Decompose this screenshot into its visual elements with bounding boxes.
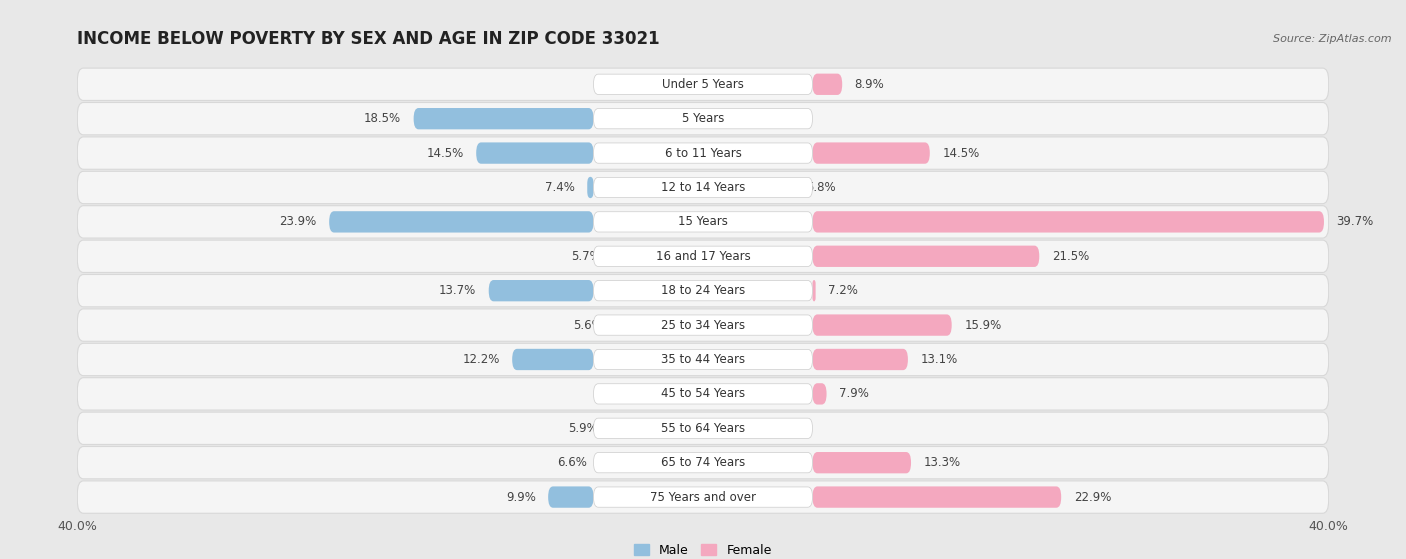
Text: 9.9%: 9.9% [506,491,536,504]
Text: 5.6%: 5.6% [574,319,603,331]
Text: 6.6%: 6.6% [557,456,588,469]
FancyBboxPatch shape [593,315,813,335]
Text: 12.2%: 12.2% [463,353,499,366]
Text: 5.9%: 5.9% [568,422,598,435]
Text: 75 Years and over: 75 Years and over [650,491,756,504]
FancyBboxPatch shape [593,418,813,438]
FancyBboxPatch shape [813,486,1062,508]
FancyBboxPatch shape [593,246,813,267]
FancyBboxPatch shape [813,211,1324,233]
Text: 7.2%: 7.2% [828,284,858,297]
Text: 25 to 34 Years: 25 to 34 Years [661,319,745,331]
FancyBboxPatch shape [593,487,813,507]
FancyBboxPatch shape [77,68,1329,101]
FancyBboxPatch shape [593,349,813,369]
Text: 55 to 64 Years: 55 to 64 Years [661,422,745,435]
Text: Under 5 Years: Under 5 Years [662,78,744,91]
FancyBboxPatch shape [512,349,593,370]
Text: 15.9%: 15.9% [965,319,1001,331]
FancyBboxPatch shape [593,177,813,198]
FancyBboxPatch shape [593,212,813,232]
Text: 5.7%: 5.7% [572,250,602,263]
FancyBboxPatch shape [77,309,1329,341]
Text: 8.9%: 8.9% [855,78,884,91]
FancyBboxPatch shape [548,486,593,508]
FancyBboxPatch shape [813,74,842,95]
FancyBboxPatch shape [593,108,813,129]
Text: INCOME BELOW POVERTY BY SEX AND AGE IN ZIP CODE 33021: INCOME BELOW POVERTY BY SEX AND AGE IN Z… [77,30,659,48]
FancyBboxPatch shape [77,481,1329,513]
FancyBboxPatch shape [813,383,827,405]
Text: 45 to 54 Years: 45 to 54 Years [661,387,745,400]
Text: Source: ZipAtlas.com: Source: ZipAtlas.com [1274,34,1392,44]
FancyBboxPatch shape [77,240,1329,272]
Text: 4.1%: 4.1% [596,387,626,400]
Text: 18.5%: 18.5% [364,112,401,125]
FancyBboxPatch shape [77,206,1329,238]
Text: 7.4%: 7.4% [546,181,575,194]
Text: 16 and 17 Years: 16 and 17 Years [655,250,751,263]
FancyBboxPatch shape [588,177,593,198]
FancyBboxPatch shape [813,452,911,473]
Text: 23.9%: 23.9% [280,215,316,229]
Legend: Male, Female: Male, Female [630,539,776,559]
FancyBboxPatch shape [813,349,908,370]
Text: 6 to 11 Years: 6 to 11 Years [665,146,741,159]
FancyBboxPatch shape [77,137,1329,169]
FancyBboxPatch shape [593,453,813,473]
FancyBboxPatch shape [477,143,593,164]
Text: 14.5%: 14.5% [942,146,980,159]
Text: 5.8%: 5.8% [806,181,835,194]
Text: 15 Years: 15 Years [678,215,728,229]
FancyBboxPatch shape [329,211,593,233]
Text: 22.9%: 22.9% [1074,491,1111,504]
Text: 5 Years: 5 Years [682,112,724,125]
FancyBboxPatch shape [77,171,1329,203]
FancyBboxPatch shape [593,281,813,301]
FancyBboxPatch shape [77,102,1329,135]
FancyBboxPatch shape [593,74,813,94]
FancyBboxPatch shape [813,245,1039,267]
Text: 13.1%: 13.1% [921,353,957,366]
FancyBboxPatch shape [813,143,929,164]
FancyBboxPatch shape [593,383,813,404]
Text: 7.9%: 7.9% [839,387,869,400]
FancyBboxPatch shape [813,314,952,336]
FancyBboxPatch shape [813,280,815,301]
Text: 35 to 44 Years: 35 to 44 Years [661,353,745,366]
Text: 14.5%: 14.5% [426,146,464,159]
Text: 18 to 24 Years: 18 to 24 Years [661,284,745,297]
FancyBboxPatch shape [77,343,1329,376]
Text: 4.1%: 4.1% [596,78,626,91]
Text: 13.7%: 13.7% [439,284,477,297]
Text: 21.5%: 21.5% [1052,250,1090,263]
Text: 65 to 74 Years: 65 to 74 Years [661,456,745,469]
FancyBboxPatch shape [593,143,813,163]
FancyBboxPatch shape [77,274,1329,307]
FancyBboxPatch shape [77,378,1329,410]
FancyBboxPatch shape [77,447,1329,479]
FancyBboxPatch shape [413,108,593,129]
FancyBboxPatch shape [77,412,1329,444]
Text: 3.9%: 3.9% [776,422,806,435]
Text: 13.3%: 13.3% [924,456,960,469]
Text: 39.7%: 39.7% [1337,215,1374,229]
Text: 12 to 14 Years: 12 to 14 Years [661,181,745,194]
FancyBboxPatch shape [489,280,593,301]
Text: 0.0%: 0.0% [716,112,745,125]
